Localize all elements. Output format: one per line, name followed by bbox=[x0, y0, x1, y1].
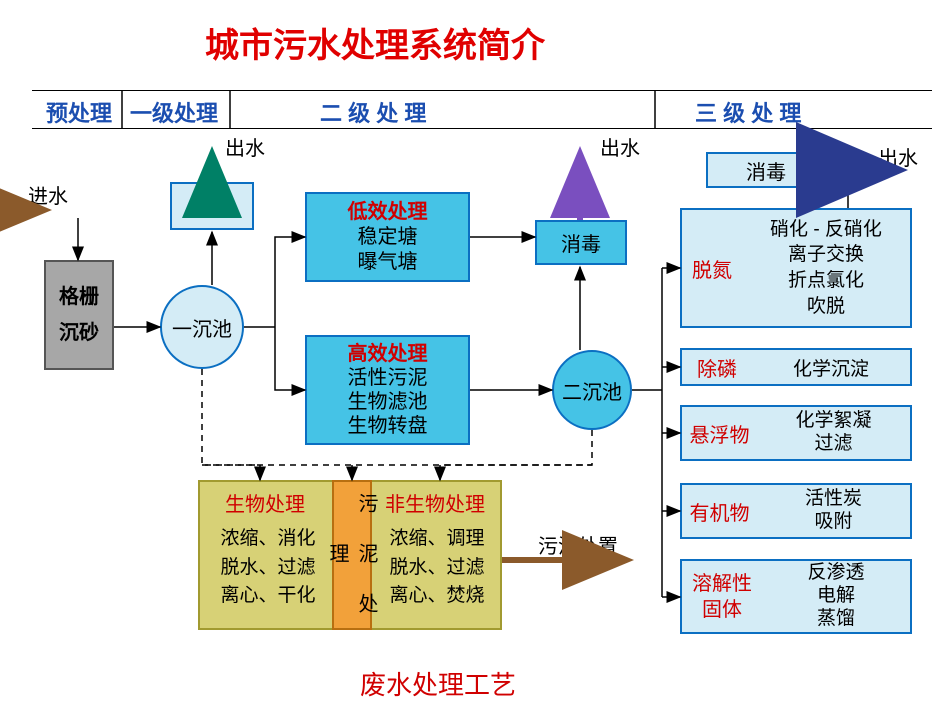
t-org-title: 有机物 bbox=[682, 497, 757, 526]
subtitle: 废水处理工艺 bbox=[360, 665, 516, 702]
node-bio-title: 生物处理 bbox=[225, 488, 305, 517]
node-grid-sand: 格栅 沉砂 bbox=[44, 260, 114, 370]
node-sludge-mid: 污 泥 处 理 bbox=[332, 480, 372, 630]
node-tertiary-sus: 悬浮物 化学絮凝 过滤 bbox=[680, 405, 912, 461]
node-disinf2-label: 消毒 bbox=[561, 228, 601, 257]
node-high-l1: 活性污泥 bbox=[348, 366, 428, 390]
t-dis-l2: 电解 bbox=[817, 585, 855, 606]
node-disinf3-label: 消毒 bbox=[746, 156, 786, 185]
t-dis-body: 反渗透 电解 蒸馏 bbox=[762, 562, 910, 630]
nonbio-l3: 离心、焚烧 bbox=[389, 585, 484, 606]
inflow-label: 进水 bbox=[28, 180, 68, 209]
node-high: 高效处理 活性污泥 生物滤池 生物转盘 bbox=[305, 335, 470, 445]
header-l2: 二 级 处 理 bbox=[320, 96, 480, 128]
header-pre: 预处理 bbox=[46, 96, 112, 128]
node-grid-l1: 格栅 bbox=[59, 279, 99, 315]
bio-l3: 离心、干化 bbox=[220, 585, 315, 606]
t-den-l1: 硝化 - 反硝化 bbox=[770, 219, 882, 240]
node-sludge-mid-label: 污 泥 处 理 bbox=[323, 482, 381, 628]
t-org-l2: 吸附 bbox=[814, 511, 852, 532]
node-grid-l2: 沉砂 bbox=[59, 315, 99, 351]
t-dis-title1: 溶解性 bbox=[692, 573, 752, 595]
bio-l1: 浓缩、消化 bbox=[220, 528, 315, 549]
node-disinf3: 消毒 bbox=[706, 152, 826, 188]
t-den-l2: 离子交换 bbox=[788, 244, 864, 265]
node-tertiary-org: 有机物 活性炭 吸附 bbox=[680, 483, 912, 539]
t-org-body: 活性炭 吸附 bbox=[757, 488, 910, 534]
sludge-disposal-label: 污泥处置 bbox=[538, 530, 618, 559]
page-title: 城市污水处理系统简介 bbox=[205, 18, 545, 67]
node-high-l3: 生物转盘 bbox=[348, 414, 428, 438]
t-dep-title: 除磷 bbox=[682, 353, 752, 382]
t-sus-title: 悬浮物 bbox=[682, 419, 757, 448]
t-dis-title2: 固体 bbox=[702, 599, 742, 621]
nonbio-l2: 脱水、过滤 bbox=[389, 557, 484, 578]
node-low: 低效处理 稳定塘 曝气塘 bbox=[305, 192, 470, 282]
node-disinf2: 消毒 bbox=[535, 220, 627, 265]
node-low-title: 低效处理 bbox=[348, 200, 428, 225]
header-l3: 三 级 处 理 bbox=[695, 96, 855, 128]
node-tertiary-dis: 溶解性 固体 反渗透 电解 蒸馏 bbox=[680, 559, 912, 634]
t-dis-l3: 蒸馏 bbox=[817, 608, 855, 629]
node-high-l2: 生物滤池 bbox=[348, 390, 428, 414]
node-sed2-label: 二沉池 bbox=[562, 376, 622, 405]
bio-l2: 脱水、过滤 bbox=[220, 557, 315, 578]
t-den-title: 脱氮 bbox=[682, 254, 742, 283]
out1-label: 出水 bbox=[225, 132, 265, 161]
node-high-title: 高效处理 bbox=[348, 342, 428, 366]
node-disinf1: 消毒 bbox=[170, 182, 254, 230]
t-org-l1: 活性炭 bbox=[805, 488, 862, 509]
node-sed1: 一沉池 bbox=[160, 285, 244, 369]
node-tertiary-dep: 除磷 化学沉淀 bbox=[680, 348, 912, 386]
t-sus-body: 化学絮凝 过滤 bbox=[757, 410, 910, 456]
out3-label: 出水 bbox=[878, 142, 918, 171]
node-tertiary-den: 脱氮 硝化 - 反硝化 离子交换 折点氯化 吹脱 bbox=[680, 208, 912, 328]
t-sus-l2: 过滤 bbox=[814, 433, 852, 454]
t-den-l4: 吹脱 bbox=[807, 296, 845, 317]
node-sed2: 二沉池 bbox=[552, 350, 632, 430]
header-line-bot bbox=[32, 128, 932, 129]
node-low-l2: 曝气塘 bbox=[358, 250, 418, 275]
t-den-l3: 折点氯化 bbox=[788, 270, 864, 291]
node-bio-body: 浓缩、消化 脱水、过滤 离心、干化 bbox=[207, 525, 329, 611]
nonbio-l1: 浓缩、调理 bbox=[389, 528, 484, 549]
node-nonbio-title: 非生物处理 bbox=[385, 488, 485, 517]
node-sed1-label: 一沉池 bbox=[172, 313, 232, 342]
out2-label: 出水 bbox=[600, 132, 640, 161]
header-line-top bbox=[32, 90, 932, 91]
node-low-l1: 稳定塘 bbox=[358, 225, 418, 250]
t-dep-body: 化学沉淀 bbox=[752, 354, 910, 381]
t-dis-l1: 反渗透 bbox=[807, 562, 864, 583]
t-den-body: 硝化 - 反硝化 离子交换 折点氯化 吹脱 bbox=[742, 217, 910, 320]
node-disinf1-label: 消毒 bbox=[192, 192, 232, 221]
t-sus-l1: 化学絮凝 bbox=[795, 410, 871, 431]
header-l1: 一级处理 bbox=[130, 96, 218, 128]
node-nonbio-body: 浓缩、调理 脱水、过滤 离心、焚烧 bbox=[376, 525, 498, 611]
